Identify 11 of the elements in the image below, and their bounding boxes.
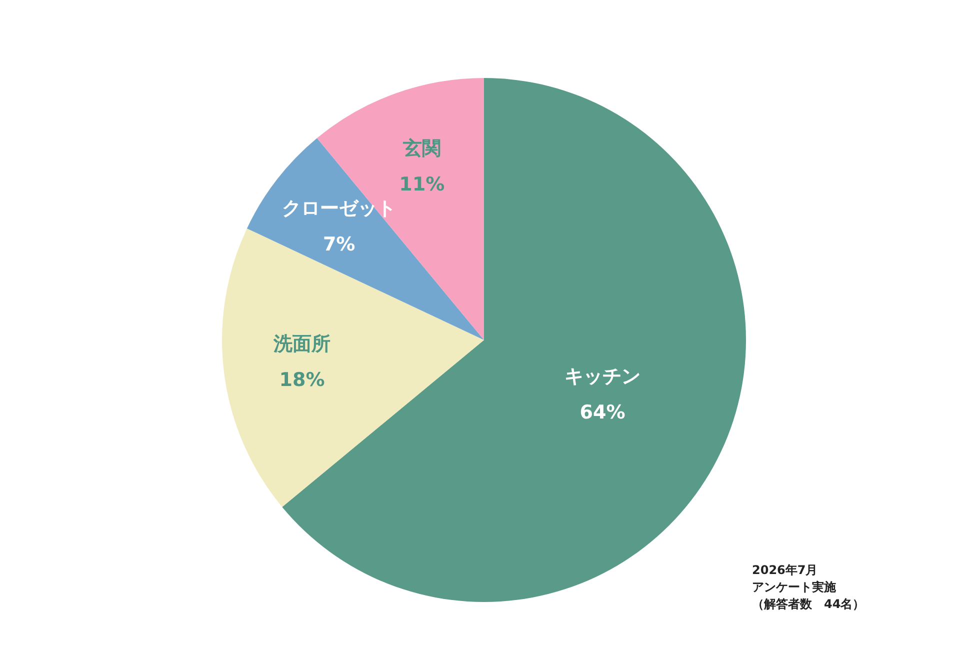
slice-label: 洗面所 — [272, 332, 331, 355]
data-label: 64% — [580, 402, 626, 424]
text: 2026年7月 — [752, 562, 819, 579]
text: （解答者数 44名） — [752, 596, 865, 613]
data-label: 18% — [279, 368, 325, 391]
slice-label: クローゼット — [282, 198, 396, 220]
data-label: 11% — [399, 173, 445, 196]
slice-label: キッチン — [564, 366, 641, 388]
text: アンケート実施 — [752, 579, 837, 596]
data-label: 7% — [322, 234, 356, 256]
slice-label: 玄関 — [402, 137, 441, 160]
